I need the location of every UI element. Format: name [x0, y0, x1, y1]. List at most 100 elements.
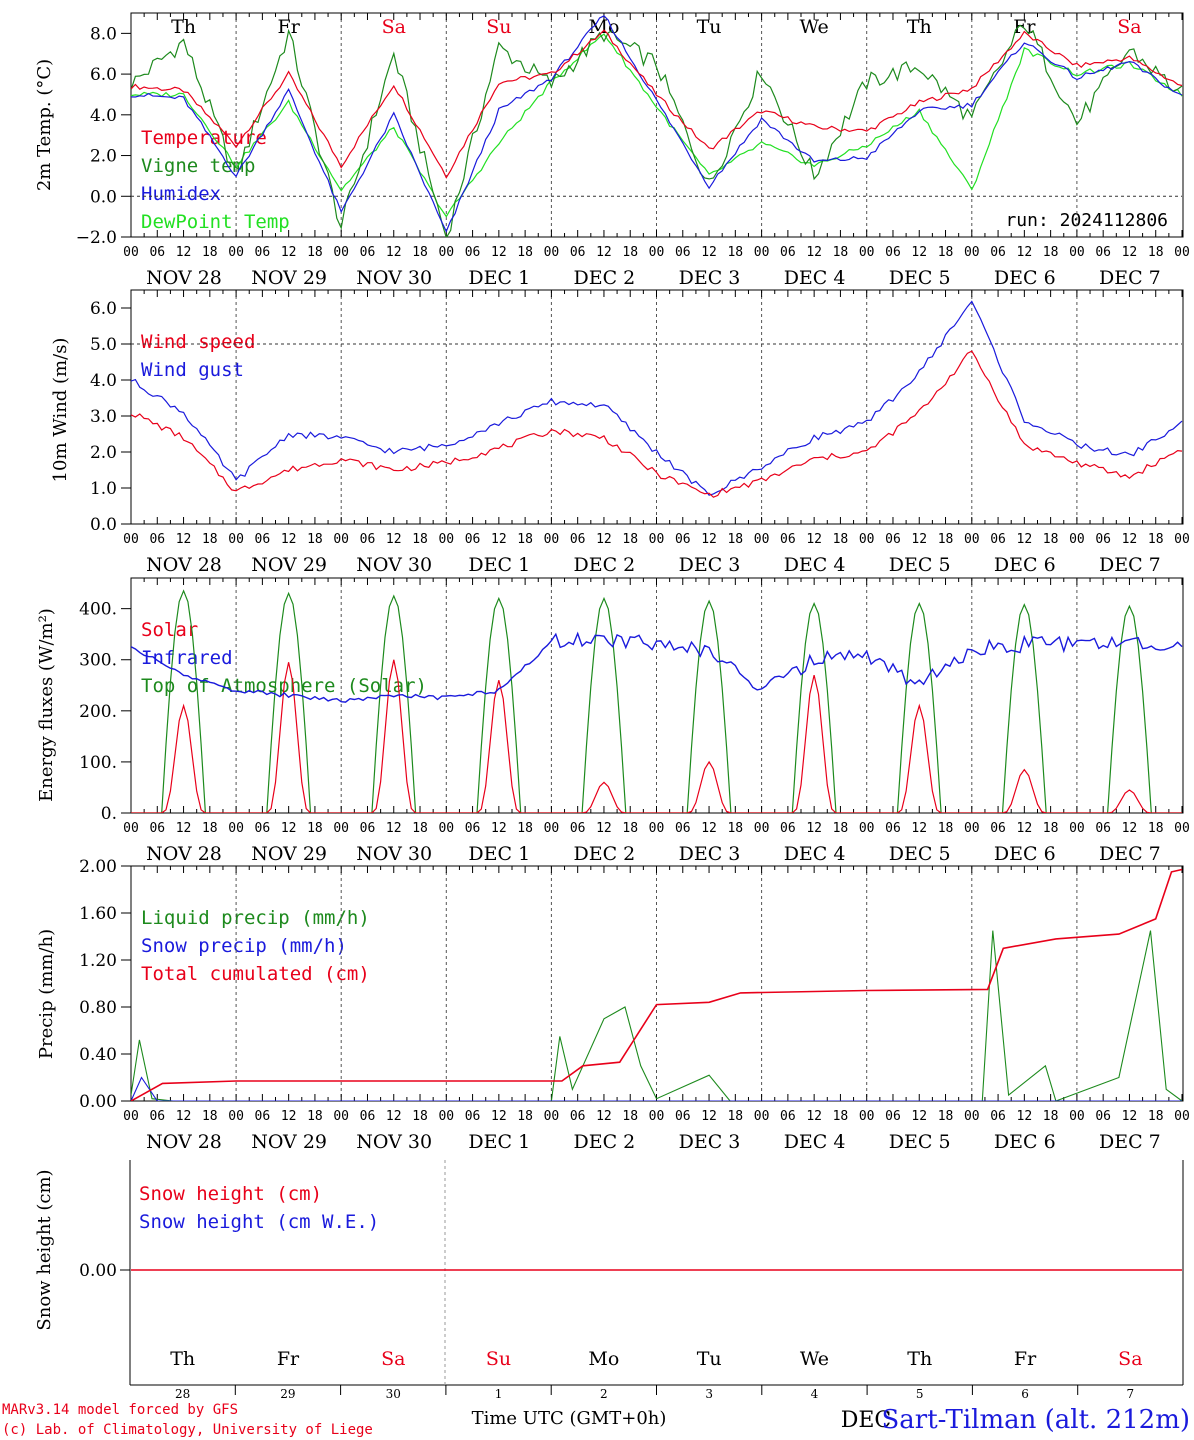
- date-label: DEC 3: [679, 554, 741, 576]
- x-tick-label: 06: [675, 821, 691, 836]
- series-group: [131, 868, 1183, 1101]
- weekday-label: Tu: [697, 1348, 722, 1370]
- x-tick-label: 12: [281, 1109, 297, 1124]
- y-tick-label: 0.00: [79, 1092, 117, 1112]
- x-tick-label: 06: [465, 532, 481, 547]
- x-tick-label: 06: [1095, 821, 1111, 836]
- x-tick-label: 00: [544, 821, 560, 836]
- x-tick-label: 18: [938, 1109, 954, 1124]
- date-label: DEC 1: [468, 267, 530, 289]
- x-tick-label: 18: [412, 532, 428, 547]
- legend-solar: Solar: [141, 619, 198, 641]
- y-tick-label: 2.00: [79, 857, 117, 877]
- date-label: DEC 3: [679, 843, 741, 865]
- x-tick-label: 12: [701, 821, 717, 836]
- day-number: 29: [280, 1387, 295, 1401]
- date-label: NOV 29: [251, 267, 327, 289]
- y-tick-label: −2.0: [76, 228, 117, 248]
- x-tick-label: 00: [438, 1109, 454, 1124]
- x-axis-title: Time UTC (GMT+0h): [472, 1408, 667, 1429]
- x-tick-label: 00: [438, 821, 454, 836]
- x-unit-label: DEC: [841, 1408, 892, 1433]
- series-line: [131, 589, 1182, 813]
- x-tick-label: 18: [1148, 245, 1164, 260]
- legend-wind-speed: Wind speed: [141, 331, 255, 353]
- x-tick-label: 18: [1148, 532, 1164, 547]
- legend-temperature: Temperature: [141, 127, 267, 149]
- date-label: NOV 29: [251, 554, 327, 576]
- y-tick-label: 8.0: [90, 24, 117, 44]
- y-axis-title: Energy fluxes (W/m²): [36, 608, 57, 802]
- x-tick-label: 00: [123, 821, 139, 836]
- x-tick-label: 06: [149, 821, 165, 836]
- y-axis-title: 2m Temp. (°C): [34, 59, 55, 191]
- x-tick-label: 00: [859, 532, 875, 547]
- x-tick-label: 18: [307, 245, 323, 260]
- x-tick-label: 18: [622, 1109, 638, 1124]
- weekday-label: We: [800, 16, 829, 38]
- x-tick-label: 00: [964, 821, 980, 836]
- y-tick-label: 6.0: [90, 299, 117, 319]
- x-tick-label: 00: [438, 532, 454, 547]
- y-tick-label: 1.0: [90, 479, 117, 499]
- series-group: [131, 15, 1183, 237]
- x-tick-label: 18: [938, 245, 954, 260]
- date-label: NOV 28: [146, 267, 222, 289]
- x-tick-label: 00: [228, 1109, 244, 1124]
- x-tick-label: 18: [517, 245, 533, 260]
- x-tick-label: 00: [1069, 245, 1085, 260]
- legend-dewpoint-temp: DewPoint Temp: [141, 211, 290, 233]
- x-tick-label: 00: [228, 245, 244, 260]
- x-tick-label: 00: [754, 1109, 770, 1124]
- date-label: NOV 28: [146, 554, 222, 576]
- weekday-label: Mo: [588, 1348, 619, 1370]
- x-tick-label: 06: [255, 245, 271, 260]
- date-label: DEC 6: [994, 267, 1056, 289]
- y-tick-label: 400.: [79, 600, 117, 620]
- legend: Snow height (cm) Snow height (cm W.E.): [139, 1183, 379, 1233]
- x-tick-label: 06: [675, 245, 691, 260]
- day-number: 3: [705, 1387, 713, 1401]
- x-tick-label: 18: [307, 1109, 323, 1124]
- x-tick-label: 06: [885, 245, 901, 260]
- y-tick-label: 0.0: [90, 187, 117, 207]
- x-tick-label: 12: [1122, 532, 1138, 547]
- x-tick-label: 12: [176, 1109, 192, 1124]
- x-tick-label: 06: [885, 1109, 901, 1124]
- panel-temperature: 2m Temp. (°C) run: 2024112806 Temperatur…: [34, 12, 1190, 289]
- x-tick-label: 18: [833, 245, 849, 260]
- series-line: [131, 29, 1183, 179]
- y-axis-title: Snow height (cm): [34, 1169, 55, 1330]
- date-label: DEC 2: [574, 554, 636, 576]
- date-label: DEC 5: [889, 843, 951, 865]
- x-tick-label: 06: [1095, 532, 1111, 547]
- legend-vigne-temp: Vigne temp: [141, 155, 255, 177]
- x-tick-label: 12: [911, 1109, 927, 1124]
- x-tick-label: 00: [649, 1109, 665, 1124]
- series-group: [131, 300, 1183, 498]
- x-tick-label: 12: [806, 1109, 822, 1124]
- x-tick-label: 18: [517, 1109, 533, 1124]
- x-tick-label: 12: [281, 532, 297, 547]
- weekday-label: Fr: [1014, 1348, 1037, 1370]
- x-tick-label: 06: [149, 245, 165, 260]
- panel-energy: Energy fluxes (W/m²) Solar Infrared Top …: [36, 577, 1190, 865]
- x-tick-label: 06: [255, 821, 271, 836]
- x-tick-label: 00: [333, 821, 349, 836]
- y-tick-label: 5.0: [90, 335, 117, 355]
- run-label: run: 2024112806: [1005, 210, 1168, 231]
- weekday-label: Sa: [381, 1348, 405, 1370]
- day-number: 2: [600, 1387, 608, 1401]
- x-tick-label: 00: [123, 532, 139, 547]
- x-tick-label: 12: [1017, 532, 1033, 547]
- x-tick-label: 06: [885, 821, 901, 836]
- x-tick-label: 12: [596, 532, 612, 547]
- weekday-label: Fr: [278, 16, 301, 38]
- x-tick-label: 18: [517, 821, 533, 836]
- x-tick-label: 00: [1174, 245, 1190, 260]
- date-label: DEC 5: [889, 1131, 951, 1153]
- x-tick-label: 18: [727, 821, 743, 836]
- x-tick-label: 18: [833, 532, 849, 547]
- y-tick-label: 0.00: [79, 1261, 117, 1281]
- x-tick-label: 06: [675, 532, 691, 547]
